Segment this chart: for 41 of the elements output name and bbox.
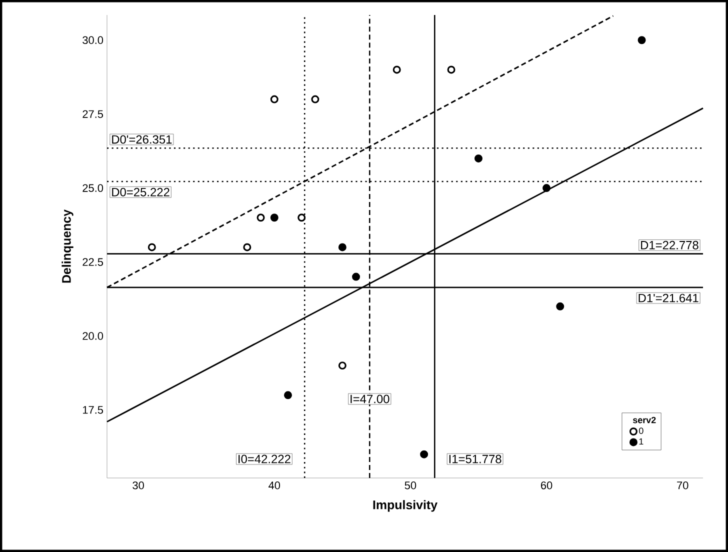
x-tick-label: 40 xyxy=(268,482,280,490)
point xyxy=(542,184,551,192)
point xyxy=(474,154,482,162)
point xyxy=(256,214,265,222)
legend-label: 0 xyxy=(639,428,644,434)
legend-label: 1 xyxy=(639,438,644,445)
y-tick-label: 20.0 xyxy=(82,332,104,340)
ref-line-label: I=47.00 xyxy=(350,394,390,404)
y-tick-label: 22.5 xyxy=(82,258,104,266)
x-tick-label: 30 xyxy=(132,482,144,490)
point xyxy=(447,66,456,74)
point xyxy=(420,450,428,458)
ref-line-label: D1'=21.641 xyxy=(638,294,698,302)
point xyxy=(392,66,401,74)
point xyxy=(352,272,360,281)
y-tick-label: 30.0 xyxy=(82,36,104,44)
y-axis-title: Delinquency xyxy=(62,210,74,283)
ref-line-label: I0=42.222 xyxy=(238,454,290,464)
point xyxy=(338,243,346,252)
point xyxy=(270,214,278,222)
y-tick-label: 27.5 xyxy=(82,110,104,118)
point xyxy=(311,95,320,104)
y-tick-label: 25.0 xyxy=(82,184,104,192)
x-tick-label: 70 xyxy=(677,482,688,490)
point xyxy=(298,214,306,222)
point xyxy=(338,362,346,370)
ref-line-label: D0=25.222 xyxy=(112,188,170,196)
x-axis-title: Impulsivity xyxy=(373,500,438,512)
ref-line-label: I1=51.778 xyxy=(449,454,502,464)
y-tick-label: 17.5 xyxy=(82,406,104,414)
point xyxy=(638,36,646,44)
point xyxy=(148,243,156,252)
point xyxy=(284,391,292,400)
ref-line-label: D0'=26.351 xyxy=(112,135,172,144)
x-tick-label: 60 xyxy=(540,482,552,490)
point xyxy=(270,95,278,104)
point xyxy=(556,302,564,310)
x-tick-label: 50 xyxy=(404,482,416,490)
legend-title: serv2 xyxy=(632,416,656,424)
ref-line-label: D1=22.778 xyxy=(641,240,698,250)
point xyxy=(243,243,252,252)
